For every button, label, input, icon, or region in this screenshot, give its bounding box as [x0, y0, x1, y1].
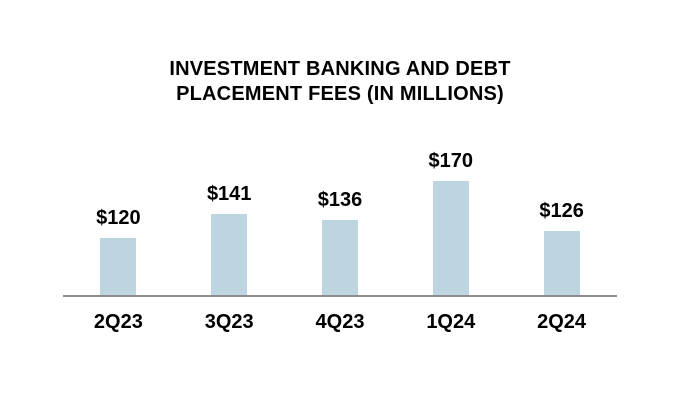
bar-column-2Q23: $120: [63, 146, 174, 295]
x-axis-label-4Q23: 4Q23: [315, 311, 365, 333]
x-axis-label-1Q24: 1Q24: [426, 311, 476, 333]
bar-column-3Q23: $141: [174, 146, 285, 295]
bar-value-label: $120: [96, 207, 141, 229]
bar-value-label: $136: [317, 188, 363, 211]
bar-4Q23: [321, 219, 358, 295]
chart-title: INVESTMENT BANKING AND DEBT PLACEMENT FE…: [0, 57, 680, 107]
bar-2Q23: [100, 238, 137, 295]
bar-1Q24: [432, 181, 469, 295]
x-axis-label-2Q24: 2Q24: [537, 311, 587, 333]
chart-title-line-2: PLACEMENT FEES (IN MILLIONS): [176, 83, 504, 105]
bar-value-label: $141: [206, 183, 252, 206]
bar-value-label: $126: [539, 200, 584, 223]
chart-title-line-1: INVESTMENT BANKING AND DEBT: [169, 58, 511, 80]
x-axis-line: [63, 295, 617, 297]
bar-3Q23: [211, 214, 248, 295]
bar-value-label: $170: [428, 150, 474, 172]
bar-column-2Q24: $126: [506, 146, 617, 295]
plot-area: $120 $141 $136 $170 $126: [63, 146, 617, 295]
x-axis-label-3Q23: 3Q23: [204, 311, 254, 333]
x-axis-labels: 2Q23 3Q23 4Q23 1Q24 2Q24: [63, 311, 617, 334]
bar-2Q24: [543, 231, 580, 295]
bar-column-4Q23: $136: [285, 146, 396, 295]
bar-column-1Q24: $170: [395, 146, 506, 295]
x-axis-label-2Q23: 2Q23: [93, 311, 143, 333]
